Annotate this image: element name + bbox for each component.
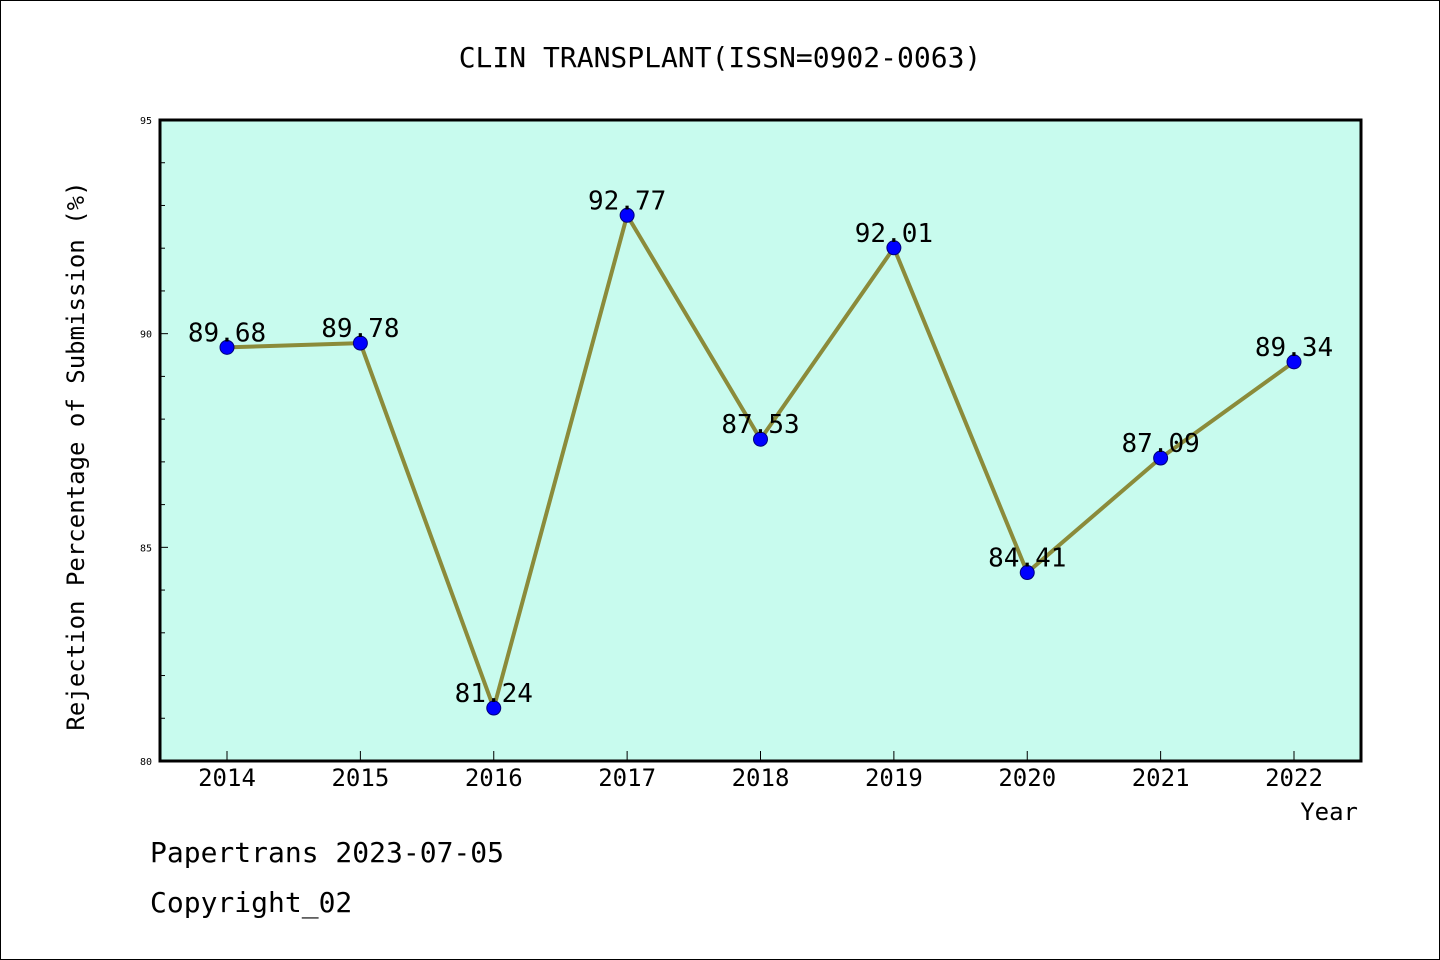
data-point bbox=[886, 240, 902, 256]
data-point bbox=[1153, 450, 1169, 466]
x-tick-label: 2022 bbox=[1265, 764, 1323, 792]
data-point bbox=[352, 335, 368, 351]
x-tick-label: 2021 bbox=[1132, 764, 1190, 792]
data-point bbox=[1019, 565, 1035, 581]
data-label: 92.77 bbox=[588, 186, 666, 216]
y-tick-label: 80 bbox=[140, 757, 152, 768]
data-point bbox=[486, 700, 502, 716]
x-tick-label: 2015 bbox=[331, 764, 389, 792]
y-axis: 80 85 90 95 bbox=[140, 116, 168, 768]
data-point bbox=[1286, 354, 1302, 370]
x-tick-label: 2019 bbox=[865, 764, 923, 792]
data-point bbox=[753, 431, 768, 447]
data-label: 89.78 bbox=[321, 314, 399, 344]
x-axis: 2014 2015 2016 2017 2018 2019 2020 2021 2022 bbox=[198, 751, 1323, 792]
data-label: 87.09 bbox=[1121, 429, 1199, 459]
x-tick-label: 2014 bbox=[198, 764, 256, 792]
x-axis-label: Year bbox=[1300, 798, 1358, 826]
data-point bbox=[619, 207, 635, 223]
footer-copyright: Copyright_02 bbox=[150, 886, 353, 919]
x-tick-label: 2016 bbox=[465, 764, 523, 792]
footer-source: Papertrans 2023-07-05 bbox=[150, 836, 505, 869]
data-label: 92.01 bbox=[855, 219, 933, 249]
x-tick-label: 2017 bbox=[598, 764, 656, 792]
data-label: 81.24 bbox=[455, 679, 533, 709]
y-tick-label: 85 bbox=[140, 543, 152, 554]
x-tick-label: 2018 bbox=[732, 764, 790, 792]
x-tick-label: 2020 bbox=[998, 764, 1056, 792]
y-tick-label: 95 bbox=[140, 116, 152, 127]
data-point bbox=[219, 339, 235, 355]
data-label: 89.34 bbox=[1255, 333, 1333, 363]
value-labels-group: 89.68 89.78 81.24 92.77 87.53 92.01 84.41 87.09… bbox=[188, 186, 1333, 709]
y-axis-label: Rejection Percentage of Submission (%) bbox=[62, 181, 90, 730]
data-label: 89.68 bbox=[188, 318, 266, 348]
series-points-group bbox=[219, 207, 1302, 716]
data-label: 87.53 bbox=[721, 410, 799, 440]
chart-title: CLIN TRANSPLANT(ISSN=0902-0063) bbox=[459, 41, 982, 74]
data-label: 84.41 bbox=[988, 544, 1066, 574]
y-tick-label: 90 bbox=[140, 330, 152, 341]
